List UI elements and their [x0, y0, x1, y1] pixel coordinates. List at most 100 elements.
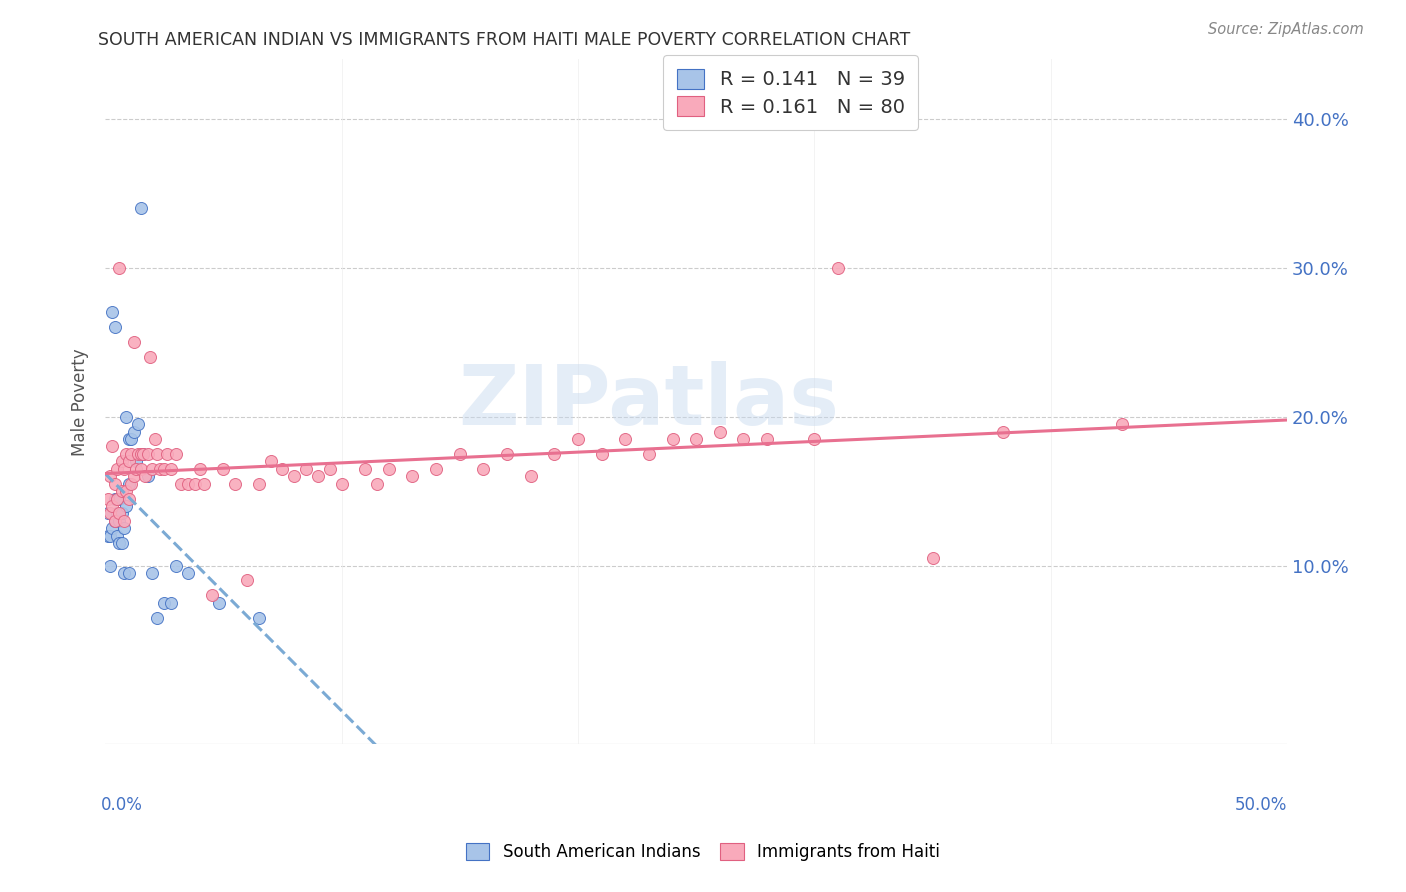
Point [112, 462, 135, 476]
Point [295, 462, 318, 476]
Point [224, 476, 246, 491]
Point [101, 521, 124, 535]
Point [160, 462, 183, 476]
Point [208, 596, 231, 610]
Point [200, 588, 222, 602]
Point [271, 462, 294, 476]
Point [496, 447, 519, 461]
Point [104, 320, 127, 334]
Point [122, 335, 145, 350]
Point [127, 417, 149, 431]
Point [260, 454, 283, 468]
Point [921, 551, 943, 566]
Point [115, 499, 138, 513]
Point [97, 529, 120, 543]
Point [449, 447, 471, 461]
Point [156, 447, 179, 461]
Point [425, 462, 447, 476]
Point [148, 462, 170, 476]
Point [139, 350, 162, 364]
Point [97, 491, 120, 506]
Point [104, 491, 127, 506]
Point [111, 484, 134, 499]
Point [118, 491, 141, 506]
Point [120, 476, 142, 491]
Point [132, 447, 155, 461]
Point [115, 484, 138, 499]
Point [307, 469, 329, 483]
Point [112, 514, 135, 528]
Point [115, 409, 138, 424]
Point [591, 447, 613, 461]
Point [177, 476, 200, 491]
Point [803, 432, 825, 446]
Point [101, 499, 124, 513]
Text: Source: ZipAtlas.com: Source: ZipAtlas.com [1208, 22, 1364, 37]
Point [146, 447, 169, 461]
Point [98, 529, 121, 543]
Point [122, 425, 145, 439]
Point [101, 305, 124, 319]
Point [105, 462, 128, 476]
Point [118, 566, 141, 580]
Point [98, 507, 121, 521]
Point [101, 439, 124, 453]
Point [105, 507, 128, 521]
Point [129, 447, 152, 461]
Point [105, 491, 128, 506]
Y-axis label: Male Poverty: Male Poverty [72, 348, 89, 456]
Point [177, 566, 200, 580]
Point [120, 432, 142, 446]
Point [104, 514, 127, 528]
Point [756, 432, 779, 446]
Point [247, 610, 270, 624]
Point [165, 558, 187, 573]
Point [136, 469, 159, 483]
Point [127, 447, 149, 461]
Point [111, 536, 134, 550]
Point [401, 469, 423, 483]
Text: 50.0%: 50.0% [1234, 797, 1286, 814]
Point [108, 491, 131, 506]
Point [105, 491, 128, 506]
Point [193, 476, 215, 491]
Point [146, 610, 169, 624]
Point [112, 521, 135, 535]
Point [134, 469, 156, 483]
Point [283, 469, 305, 483]
Point [132, 447, 155, 461]
Text: 0.0%: 0.0% [100, 797, 142, 814]
Point [247, 476, 270, 491]
Point [614, 432, 637, 446]
Legend: R = 0.141   N = 39, R = 0.161   N = 80: R = 0.141 N = 39, R = 0.161 N = 80 [664, 55, 918, 130]
Point [112, 566, 135, 580]
Point [1111, 417, 1133, 431]
Point [638, 447, 661, 461]
Point [519, 469, 541, 483]
Point [378, 462, 401, 476]
Legend: South American Indians, Immigrants from Haiti: South American Indians, Immigrants from … [460, 836, 946, 868]
Point [184, 476, 207, 491]
Point [685, 432, 707, 446]
Point [136, 447, 159, 461]
Point [153, 596, 176, 610]
Point [733, 432, 755, 446]
Point [993, 425, 1015, 439]
Point [104, 476, 127, 491]
Text: ZIPatlas: ZIPatlas [458, 361, 839, 442]
Point [170, 476, 193, 491]
Point [160, 596, 183, 610]
Point [319, 462, 342, 476]
Point [709, 425, 731, 439]
Point [354, 462, 377, 476]
Point [543, 447, 565, 461]
Point [661, 432, 683, 446]
Point [115, 447, 138, 461]
Point [108, 514, 131, 528]
Point [141, 462, 163, 476]
Point [111, 507, 134, 521]
Point [827, 260, 849, 275]
Point [108, 507, 131, 521]
Point [125, 454, 148, 468]
Point [143, 432, 166, 446]
